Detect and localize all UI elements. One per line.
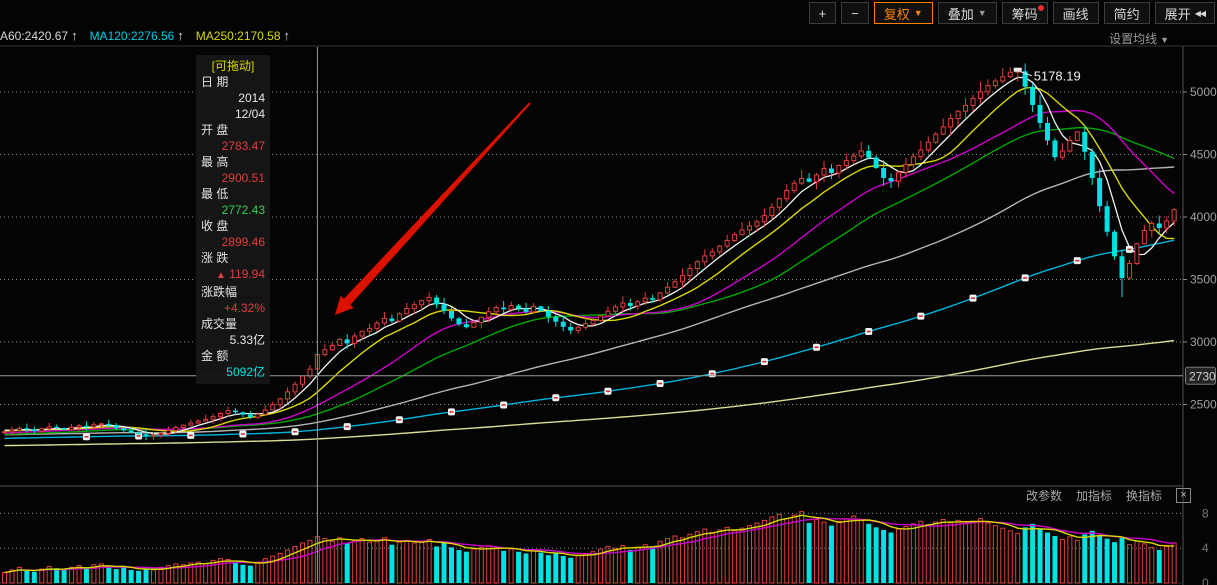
date-label: 日 期 (201, 75, 229, 89)
svg-text:2500: 2500 (1190, 398, 1217, 412)
svg-text:4000: 4000 (1190, 210, 1217, 224)
change-label: 涨 跌 (201, 251, 229, 265)
open-label: 开 盘 (201, 123, 229, 137)
expand-button[interactable]: 展开 ◀◀ (1154, 2, 1215, 24)
trend-arrow-annotation (335, 102, 531, 315)
svg-text:3000: 3000 (1190, 335, 1217, 349)
svg-text:8: 8 (1202, 506, 1209, 520)
low-value: 2772.43 (221, 203, 265, 217)
ma-settings-button[interactable]: 设置均线 ▼ (1109, 32, 1169, 46)
ma-values-header: A60:2420.67 ↑ MA120:2276.56 ↑ MA250:2170.5… (0, 28, 290, 43)
up-arrow-icon: ↑ (71, 28, 78, 43)
volume-value: 5.33亿 (229, 333, 265, 347)
up-arrow-icon: ↑ (283, 28, 291, 43)
date-monthday: 12/04 (234, 107, 265, 121)
ma120-markers (82, 245, 1133, 441)
simple-mode-button[interactable]: 简约 (1103, 2, 1150, 24)
svg-text:2730: 2730 (1189, 369, 1216, 383)
pct-value: +4.32% (223, 301, 265, 315)
draw-line-button[interactable]: 画线 (1052, 2, 1099, 24)
ma250-value: MA250:2170.58 (195, 28, 281, 43)
tooltip-title: [可拖动] (211, 59, 255, 73)
up-arrow-icon: ↑ (177, 28, 184, 43)
high-label: 最 高 (201, 155, 229, 169)
pane-borders (0, 45, 1217, 585)
candlestick-layer[interactable] (2, 63, 1177, 441)
chevron-down-icon: ▼ (913, 8, 923, 18)
svg-text:5000: 5000 (1190, 85, 1217, 99)
chevron-down-icon: ▼ (977, 8, 987, 18)
date-year: 2014 (238, 91, 265, 105)
volume-label: 成交量 (201, 317, 238, 331)
up-triangle-icon: ▲ (215, 270, 226, 281)
close-value: 2899.46 (221, 235, 265, 249)
crosshair[interactable]: 2730 (0, 47, 1216, 583)
change-value: ▲ 119.94 (215, 267, 265, 281)
chevron-down-icon: ▼ (1160, 35, 1169, 45)
change-params-link[interactable]: 改参数 (1026, 489, 1063, 503)
ma-lines (4, 76, 1175, 447)
volume-bars (2, 511, 1177, 584)
svg-text:4: 4 (1202, 541, 1209, 555)
high-value: 2900.51 (221, 171, 265, 185)
price-axis-labels: 5000 4500 4000 3500 3000 2500 8 4 0 (1190, 85, 1217, 585)
svg-text:0: 0 (1202, 576, 1209, 585)
svg-text:5178.19: 5178.19 (1034, 69, 1081, 84)
zoom-out-button[interactable]: − (841, 2, 869, 24)
candle-info-tooltip[interactable]: [可拖动] 日 期 2014 12/04 开 盘 2783.47 最 高 290… (196, 55, 270, 384)
low-label: 最 低 (201, 187, 229, 201)
amount-value: 5092亿 (226, 365, 265, 379)
volume-ma-lines (4, 514, 1175, 574)
toolbar: + − 复权 ▼ 叠加 ▼ 筹码 画线 简约 展开 ◀◀ (808, 2, 1215, 24)
indicator-bar: 改参数 加指标 换指标 × (1026, 487, 1192, 504)
add-indicator-link[interactable]: 加指标 (1076, 489, 1113, 503)
open-value: 2783.47 (221, 139, 265, 153)
close-label: 收 盘 (201, 219, 229, 233)
pct-label: 涨跌幅 (201, 285, 238, 299)
price-grid (0, 91, 1187, 584)
close-icon[interactable]: × (1176, 488, 1192, 503)
amount-label: 金 额 (201, 349, 229, 363)
adjust-price-button[interactable]: 复权 ▼ (873, 2, 933, 24)
peak-annotation: 5178.19 (1013, 67, 1081, 84)
svg-text:4500: 4500 (1190, 148, 1217, 162)
notification-dot-icon (1037, 5, 1044, 11)
svg-text:3500: 3500 (1190, 273, 1217, 287)
ma120-value: MA120:2276.56 (89, 28, 175, 43)
overlay-button[interactable]: 叠加 ▼ (937, 2, 997, 24)
switch-indicator-link[interactable]: 换指标 (1126, 489, 1163, 503)
ma60-value: A60:2420.67 (0, 28, 69, 43)
double-left-arrow-icon: ◀◀ (1194, 8, 1206, 18)
zoom-in-button[interactable]: + (808, 2, 837, 24)
chips-button[interactable]: 筹码 (1001, 2, 1048, 24)
